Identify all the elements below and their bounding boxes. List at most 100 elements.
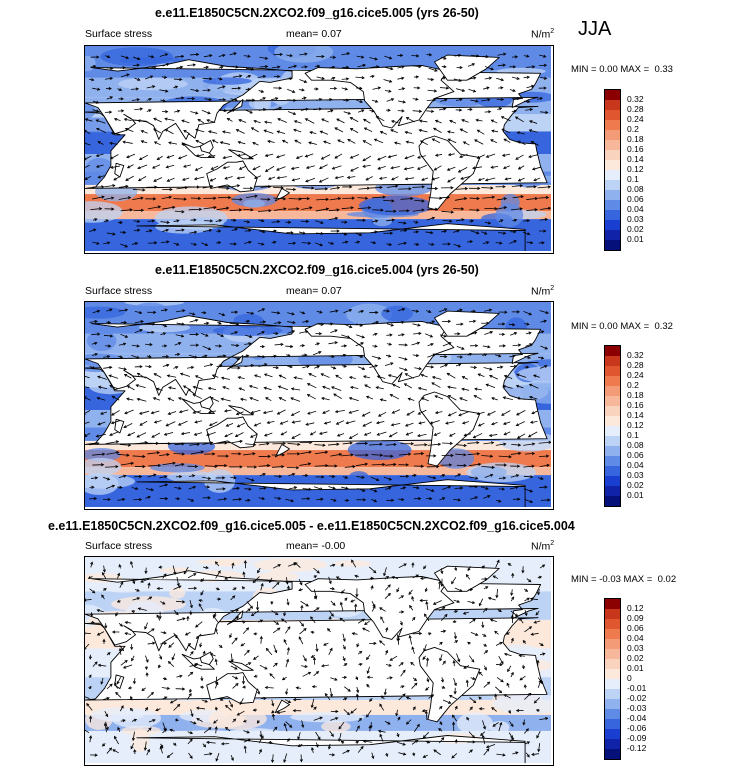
- stress-vector-head: [304, 664, 308, 668]
- stress-vector-head: [521, 570, 525, 574]
- stress-vector: [510, 332, 517, 336]
- stress-vector: [98, 664, 107, 667]
- stress-vector: [477, 154, 485, 159]
- stress-vector-head: [292, 241, 297, 245]
- stress-vector-head: [460, 322, 464, 326]
- stress-vector: [398, 662, 404, 667]
- stress-vector: [204, 465, 217, 468]
- stress-vector-head: [327, 628, 331, 632]
- stress-vector: [243, 55, 251, 57]
- stress-vector: [315, 731, 321, 740]
- stress-vector: [302, 187, 314, 189]
- stress-vector-head: [476, 412, 480, 416]
- stress-vector: [104, 77, 113, 80]
- stress-vector: [272, 726, 278, 732]
- stress-vector: [245, 477, 254, 482]
- stress-vector: [308, 142, 317, 145]
- stress-vector-head: [167, 397, 171, 401]
- stress-vector: [518, 165, 525, 170]
- panel1-title: e.e11.E1850C5CN.2XCO2.f09_g16.cice5.005 …: [155, 6, 479, 20]
- stress-vector: [132, 455, 145, 458]
- stress-vector-head: [319, 166, 323, 169]
- stress-vector-head: [246, 220, 251, 224]
- stress-vector: [161, 696, 167, 700]
- stress-vector: [230, 595, 236, 601]
- stress-vector: [370, 476, 379, 481]
- stress-vector-head: [263, 373, 268, 377]
- stress-vector-head: [482, 726, 487, 730]
- stress-vector: [481, 231, 487, 235]
- stress-vector-head: [135, 486, 139, 491]
- stress-vector: [440, 56, 447, 60]
- stress-vector: [449, 120, 457, 124]
- stress-vector: [106, 67, 113, 69]
- stress-vector-head: [433, 454, 437, 458]
- stress-vector: [490, 619, 497, 622]
- stress-vector: [342, 633, 346, 642]
- stress-vector: [231, 440, 243, 444]
- stress-vector-head: [164, 696, 168, 700]
- stress-band: [85, 467, 551, 476]
- stress-vector: [398, 563, 407, 569]
- stress-vector: [329, 197, 341, 201]
- stress-vector: [399, 453, 411, 456]
- stress-vector-head: [136, 372, 141, 376]
- stress-vector-head: [379, 607, 383, 611]
- stress-vector: [341, 486, 349, 489]
- colorbar-tick-label: 0.04: [627, 633, 644, 643]
- stress-vector: [347, 139, 356, 144]
- stress-vector-head: [109, 433, 113, 436]
- stress-vector: [342, 750, 350, 754]
- stress-vector: [413, 444, 427, 446]
- stress-vector: [260, 636, 262, 644]
- stress-vector-head: [459, 308, 463, 312]
- stress-vector: [179, 409, 189, 413]
- stress-vector-head: [366, 675, 370, 679]
- stress-vector-head: [235, 412, 240, 416]
- stress-vector: [482, 720, 486, 730]
- stress-vector: [504, 653, 512, 657]
- stress-patch: [208, 707, 267, 730]
- stress-vector: [252, 142, 259, 146]
- stress-vector-head: [391, 177, 395, 181]
- stress-vector-head: [305, 179, 309, 183]
- stress-vector-head: [212, 615, 216, 619]
- stress-vector-head: [173, 571, 177, 575]
- stress-vector: [523, 100, 530, 103]
- stress-vector: [539, 76, 547, 80]
- stress-vector: [230, 609, 239, 612]
- stress-vector-head: [429, 497, 433, 501]
- stress-vector-head: [404, 156, 408, 160]
- stress-vector: [533, 374, 540, 378]
- stress-vector: [187, 671, 193, 677]
- stress-vector-head: [359, 323, 364, 327]
- stress-vector-head: [512, 354, 516, 358]
- stress-vector: [190, 111, 198, 114]
- stress-vector-head: [365, 395, 370, 399]
- stress-vector-head: [515, 474, 520, 478]
- stress-vector-head: [513, 218, 518, 222]
- stress-vector: [249, 385, 258, 389]
- stress-vector-head: [500, 661, 504, 665]
- stress-vector: [497, 64, 506, 67]
- stress-vector-head: [181, 177, 186, 181]
- stress-vector-head: [285, 691, 289, 695]
- stress-vector-head: [458, 78, 462, 82]
- stress-vector-head: [216, 587, 220, 591]
- colorbar-tick-label: 0.1: [627, 174, 639, 184]
- stress-vector-head: [281, 677, 286, 681]
- stress-vector-head: [263, 433, 268, 437]
- stress-vector-head: [271, 759, 275, 763]
- stress-vector-head: [401, 76, 405, 80]
- stress-vector: [417, 434, 427, 437]
- stress-vector: [162, 229, 169, 232]
- colorbar-tick-label: 0.06: [627, 194, 644, 204]
- stress-vector-head: [162, 332, 167, 336]
- stress-vector-head: [387, 108, 391, 112]
- stress-vector-head: [193, 218, 197, 222]
- stress-vector-head: [370, 576, 375, 580]
- stress-vector-head: [124, 334, 129, 338]
- stress-vector: [350, 708, 357, 714]
- stress-vector-head: [346, 749, 350, 753]
- stress-vector-head: [285, 581, 289, 585]
